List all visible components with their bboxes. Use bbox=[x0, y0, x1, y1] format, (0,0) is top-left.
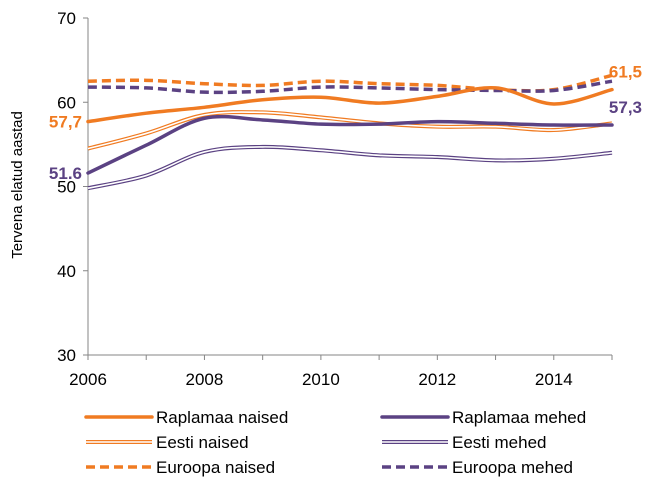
series-line-raplamaa-mehed bbox=[86, 114, 614, 175]
x-tick-label: 2012 bbox=[418, 370, 456, 389]
legend-item-raplamaa-mehed: Raplamaa mehed bbox=[380, 408, 586, 427]
legend-item-eesti-mehed: Eesti mehed bbox=[382, 433, 547, 452]
legend-label: Eesti naised bbox=[156, 433, 249, 452]
x-tick-label: 2014 bbox=[535, 370, 573, 389]
y-tick-label: 70 bbox=[57, 9, 76, 28]
legend-label: Raplamaa naised bbox=[156, 408, 288, 427]
legend-label: Euroopa naised bbox=[156, 458, 275, 477]
legend-label: Euroopa mehed bbox=[452, 458, 573, 477]
legend-label: Raplamaa mehed bbox=[452, 408, 586, 427]
series-line-eesti-naised bbox=[87, 110, 613, 151]
legend-item-raplamaa-naised: Raplamaa naised bbox=[84, 408, 288, 427]
data-label-raplamaa-naised: 57,7 bbox=[49, 113, 82, 132]
legend-item-euroopa-mehed: Euroopa mehed bbox=[382, 458, 573, 477]
y-tick-label: 60 bbox=[57, 93, 76, 112]
series-eesti-mehed bbox=[87, 144, 613, 191]
data-label-raplamaa-naised: 61,5 bbox=[609, 63, 642, 82]
series-line-raplamaa-naised bbox=[86, 86, 614, 124]
series-eesti-naised bbox=[87, 110, 613, 151]
legend-item-euroopa-naised: Euroopa naised bbox=[86, 458, 275, 477]
series-line-eesti-naised-inner bbox=[87, 111, 613, 150]
y-axis-label: Tervena elatud aastad bbox=[9, 111, 26, 259]
y-tick-label: 50 bbox=[57, 178, 76, 197]
series-line-euroopa-mehed bbox=[87, 79, 613, 95]
y-tick-label: 40 bbox=[57, 262, 76, 281]
y-tick-label: 30 bbox=[57, 346, 76, 365]
x-tick-label: 2008 bbox=[186, 370, 224, 389]
series-raplamaa-mehed bbox=[86, 114, 614, 175]
legend-label: Eesti mehed bbox=[452, 433, 547, 452]
series-euroopa-mehed bbox=[87, 79, 613, 95]
legend-item-eesti-naised: Eesti naised bbox=[86, 433, 249, 452]
series-line-eesti-mehed-inner bbox=[87, 146, 613, 189]
x-tick-label: 2010 bbox=[302, 370, 340, 389]
legend: Raplamaa naised Raplamaa mehed Eesti naise… bbox=[84, 408, 586, 477]
data-label-raplamaa-mehed: 51.6 bbox=[49, 164, 82, 183]
series-raplamaa-naised bbox=[86, 86, 614, 124]
axes: 30 40 50 60 70 2006 2008 2010 2012 2014 bbox=[57, 9, 613, 389]
series-lines bbox=[86, 73, 614, 191]
data-label-raplamaa-mehed: 57,3 bbox=[609, 98, 642, 117]
data-labels: 57,7 51.6 61,5 57,3 bbox=[49, 63, 642, 183]
x-tick-label: 2006 bbox=[69, 370, 107, 389]
